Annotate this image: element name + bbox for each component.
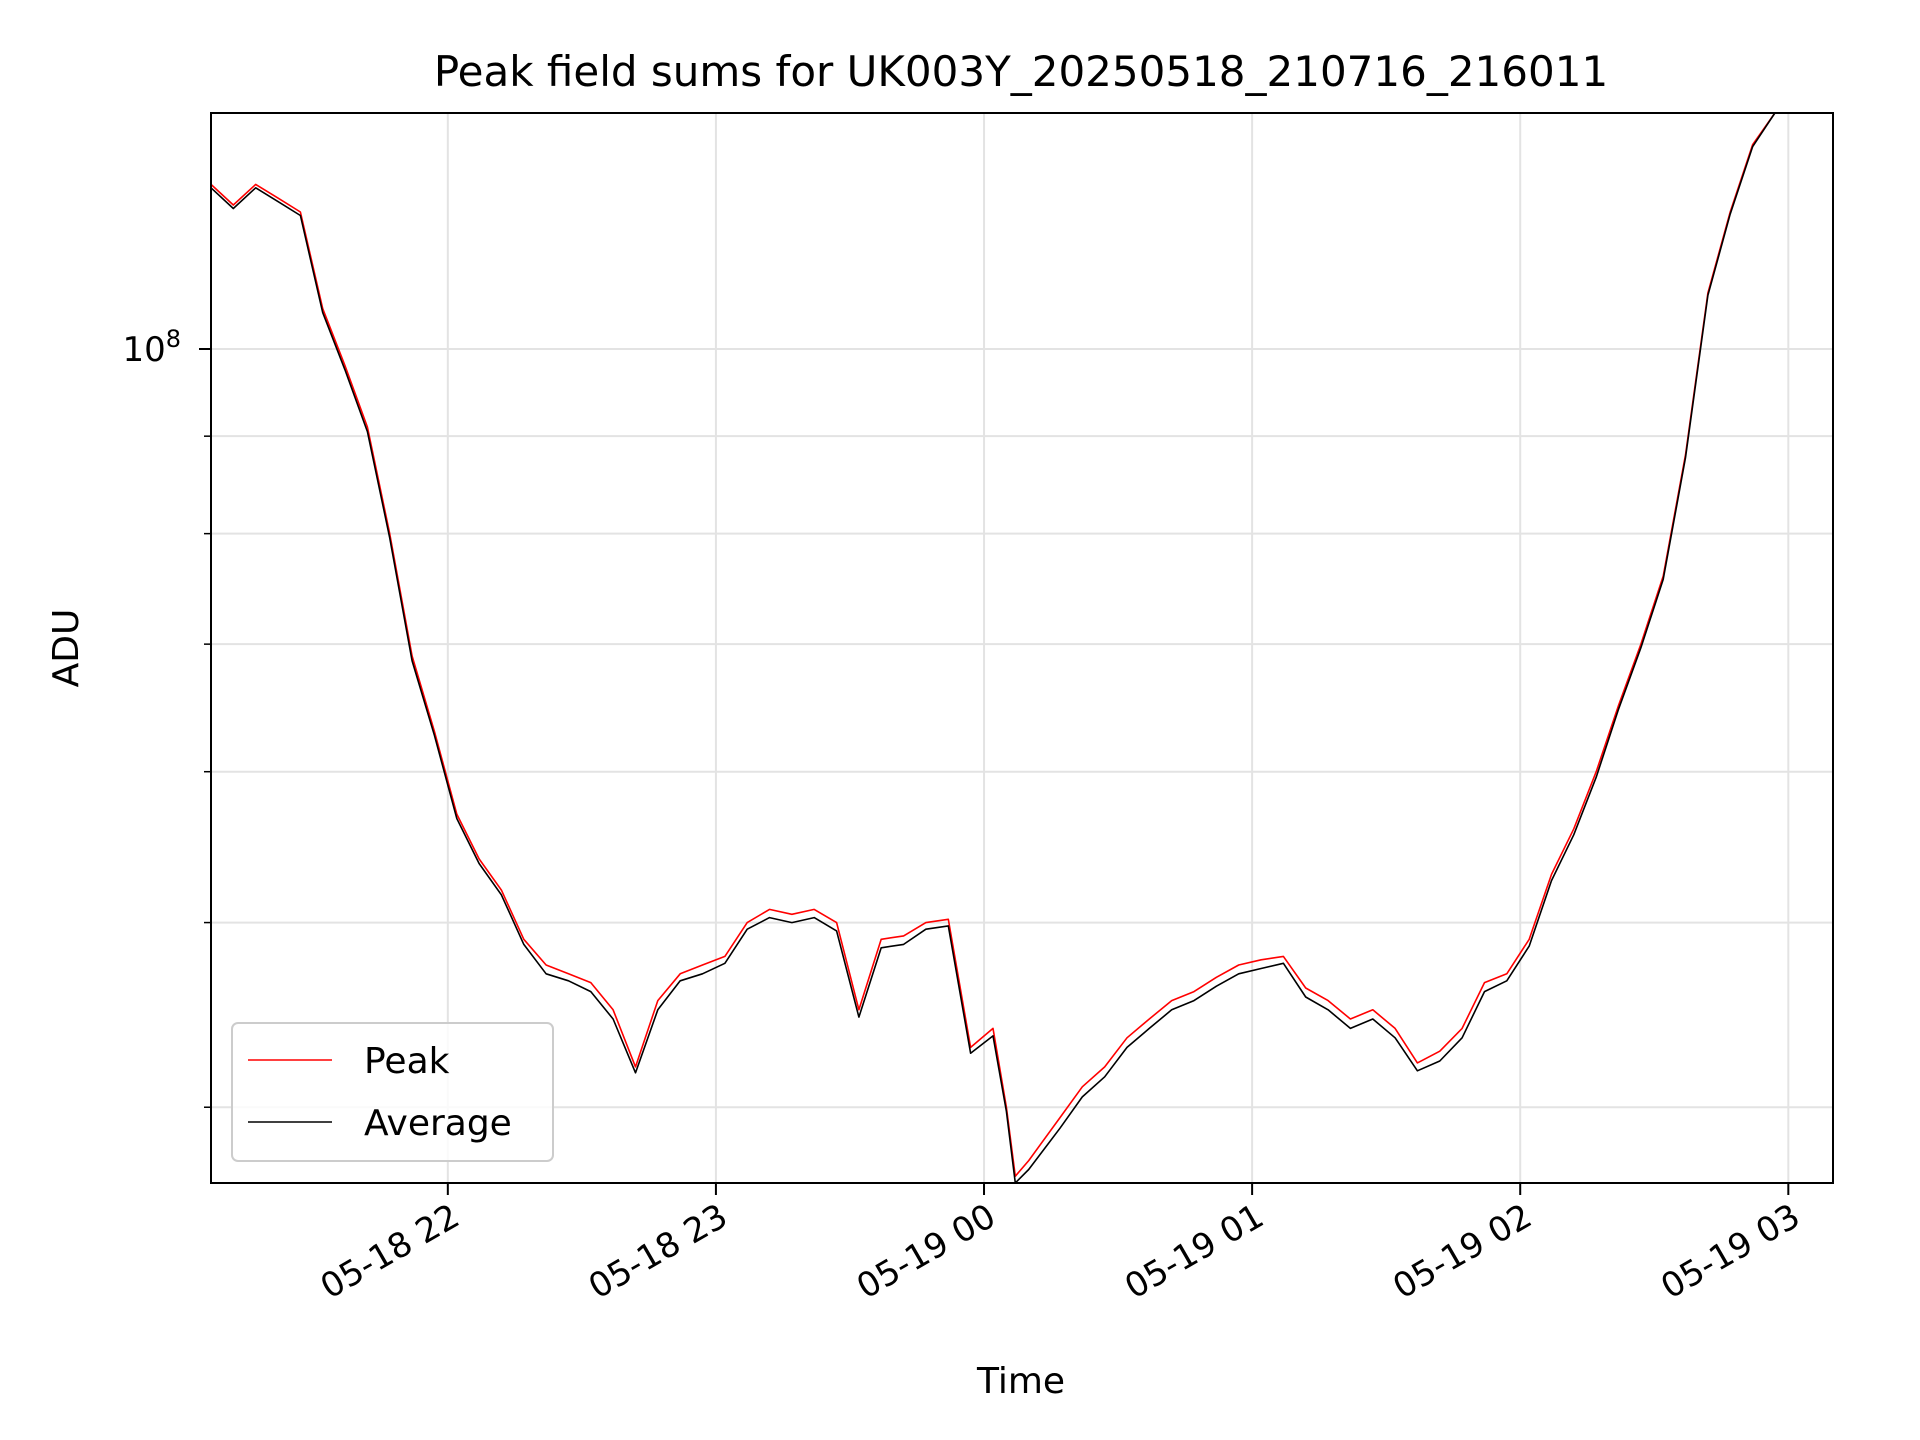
y-axis-label: ADU — [46, 609, 87, 688]
legend-label-average: Average — [364, 1103, 512, 1144]
data-lines — [210, 112, 1820, 1184]
series-line-average — [210, 112, 1820, 1184]
legend-label-peak: Peak — [364, 1041, 450, 1082]
plot-frame — [210, 112, 1834, 1184]
y-tick-label: 108 — [122, 325, 181, 370]
grid — [211, 113, 1833, 1183]
x-axis-label: Time — [976, 1361, 1065, 1402]
legend-box — [231, 1022, 554, 1162]
chart-title: Peak field sums for UK003Y_20250518_2107… — [434, 47, 1608, 96]
legend: Peak Average — [231, 1022, 554, 1162]
